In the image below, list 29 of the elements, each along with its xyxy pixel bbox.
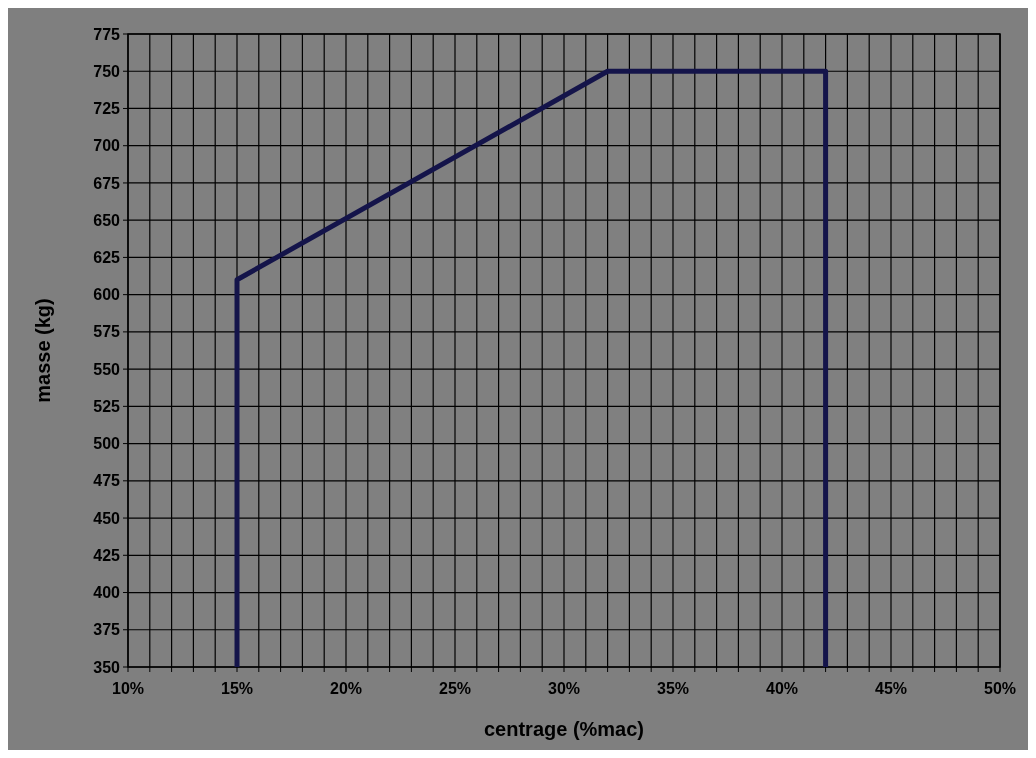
x-axis-title: centrage (%mac) (483, 718, 645, 740)
y-tick-label: 400 (93, 584, 121, 602)
x-tick-label: 50% (983, 680, 1017, 697)
y-tick-label: 650 (93, 211, 121, 229)
x-tick-label: 40% (765, 680, 799, 697)
y-tick-label: 525 (93, 397, 121, 415)
y-tick-label: 700 (93, 137, 121, 155)
y-tick-label: 450 (93, 509, 121, 527)
y-axis-title: masse (kg) (32, 298, 54, 403)
y-tick-label: 475 (93, 472, 121, 490)
x-tick-label: 25% (438, 680, 472, 697)
y-tick-label: 625 (93, 249, 121, 267)
x-tick-label: 30% (547, 680, 581, 697)
y-tick-label: 575 (93, 323, 121, 341)
x-tick-label: 10% (111, 680, 145, 697)
y-tick-label: 550 (93, 360, 121, 378)
y-tick-label: 750 (93, 62, 121, 80)
y-tick-label: 350 (93, 658, 121, 676)
y-tick-label: 425 (93, 546, 121, 564)
y-tick-label: 775 (93, 25, 121, 43)
y-tick-label: 375 (93, 621, 121, 639)
x-tick-label: 35% (656, 680, 690, 697)
y-tick-label: 500 (93, 435, 121, 453)
x-tick-label: 15% (220, 680, 254, 697)
y-tick-label: 675 (93, 174, 121, 192)
x-tick-label: 20% (329, 680, 363, 697)
y-tick-label: 600 (93, 286, 121, 304)
x-tick-label: 45% (874, 680, 908, 697)
y-tick-label: 725 (93, 100, 121, 118)
